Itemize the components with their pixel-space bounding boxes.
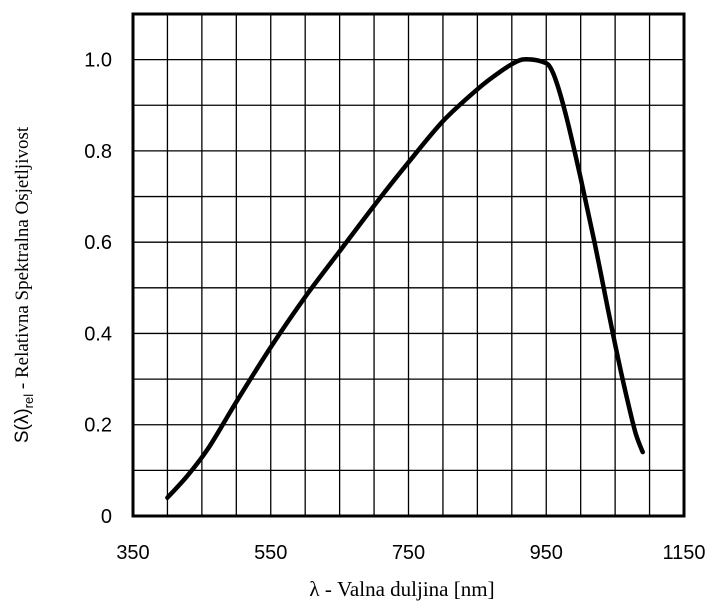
x-tick-label: 1150 [662, 542, 705, 564]
y-tick-label: 1.0 [84, 50, 112, 72]
x-tick-label: 350 [116, 542, 149, 564]
y-axis-label-subscript: rel [21, 394, 36, 409]
curve-layer [165, 56, 645, 500]
sensitivity-curve [165, 56, 645, 500]
y-tick-label: 0.6 [84, 232, 112, 254]
y-axis-label-suffix: - Relativna Spektralna Osjetljivost [12, 126, 33, 394]
x-tick-label: 950 [530, 542, 563, 564]
y-axis-label: S(λ)rel - Relativna Spektralna Osjetljiv… [12, 126, 36, 443]
y-tick-label: 0.4 [84, 323, 112, 345]
y-tick-label: 0 [101, 506, 112, 528]
x-tick-labels: 350 550 750 950 1150 [116, 542, 705, 564]
plot-frame [131, 12, 686, 518]
x-axis-label: λ - Valna duljina [nm] [309, 577, 494, 601]
grid [133, 14, 684, 516]
y-axis-label-prefix: S(λ) [12, 408, 33, 443]
y-tick-labels: 0 0.2 0.4 0.6 0.8 1.0 [84, 50, 112, 528]
y-tick-label: 0.8 [84, 141, 112, 163]
x-tick-label: 550 [254, 542, 287, 564]
y-tick-label: 0.2 [84, 415, 112, 437]
x-tick-label: 750 [392, 542, 425, 564]
